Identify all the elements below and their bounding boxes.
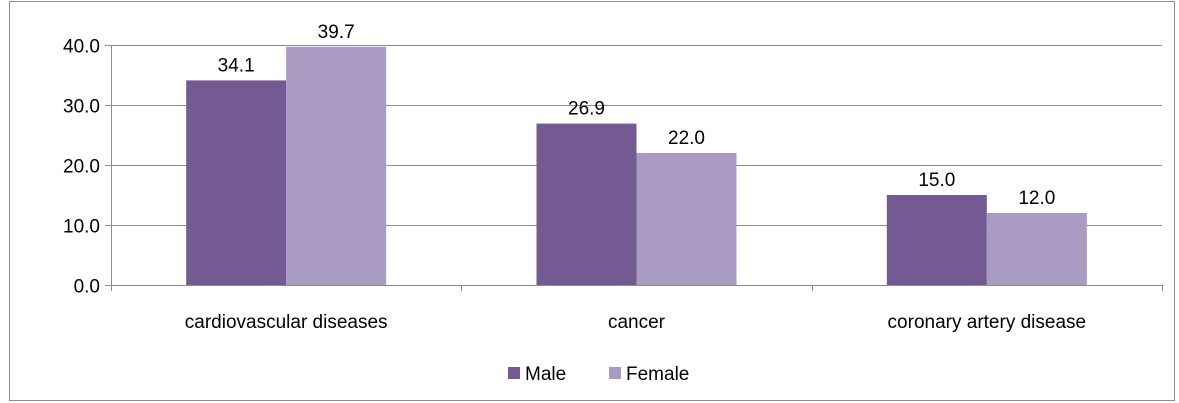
axes	[105, 45, 1163, 291]
data-label-female-3: 12.0	[1018, 188, 1055, 209]
x-category-label: cancer	[608, 312, 666, 333]
bar-female-2	[636, 153, 737, 285]
data-label-male-2: 26.9	[568, 99, 605, 120]
data-label-female-1: 39.7	[318, 22, 355, 43]
legend-swatch-female	[609, 367, 621, 379]
y-tick-label: 30.0	[63, 97, 100, 118]
bar-female-3	[986, 213, 1087, 285]
bar-male-3	[886, 195, 987, 285]
x-category-label: coronary artery disease	[888, 312, 1087, 333]
y-tick-label: 10.0	[63, 217, 100, 238]
data-label-male-1: 34.1	[218, 55, 255, 76]
bar-female-1	[286, 46, 387, 285]
bars	[186, 46, 1087, 286]
bar-male-2	[536, 123, 637, 285]
legend-label-male: Male	[525, 364, 566, 385]
y-tick-label: 40.0	[63, 37, 100, 58]
labels: 0.0 10.0 20.0 30.0 40.0 34.1 39.7 cardiovascula…	[63, 22, 1086, 333]
y-tick-label: 0.0	[74, 277, 100, 298]
legend-swatch-male	[508, 367, 520, 379]
data-label-male-3: 15.0	[918, 170, 955, 191]
legend: Male Female	[508, 364, 689, 385]
data-label-female-2: 22.0	[668, 128, 705, 149]
x-category-label: cardiovascular diseases	[185, 312, 388, 333]
y-tick-label: 20.0	[63, 157, 100, 178]
bar-male-1	[186, 80, 287, 286]
legend-label-female: Female	[626, 364, 689, 385]
